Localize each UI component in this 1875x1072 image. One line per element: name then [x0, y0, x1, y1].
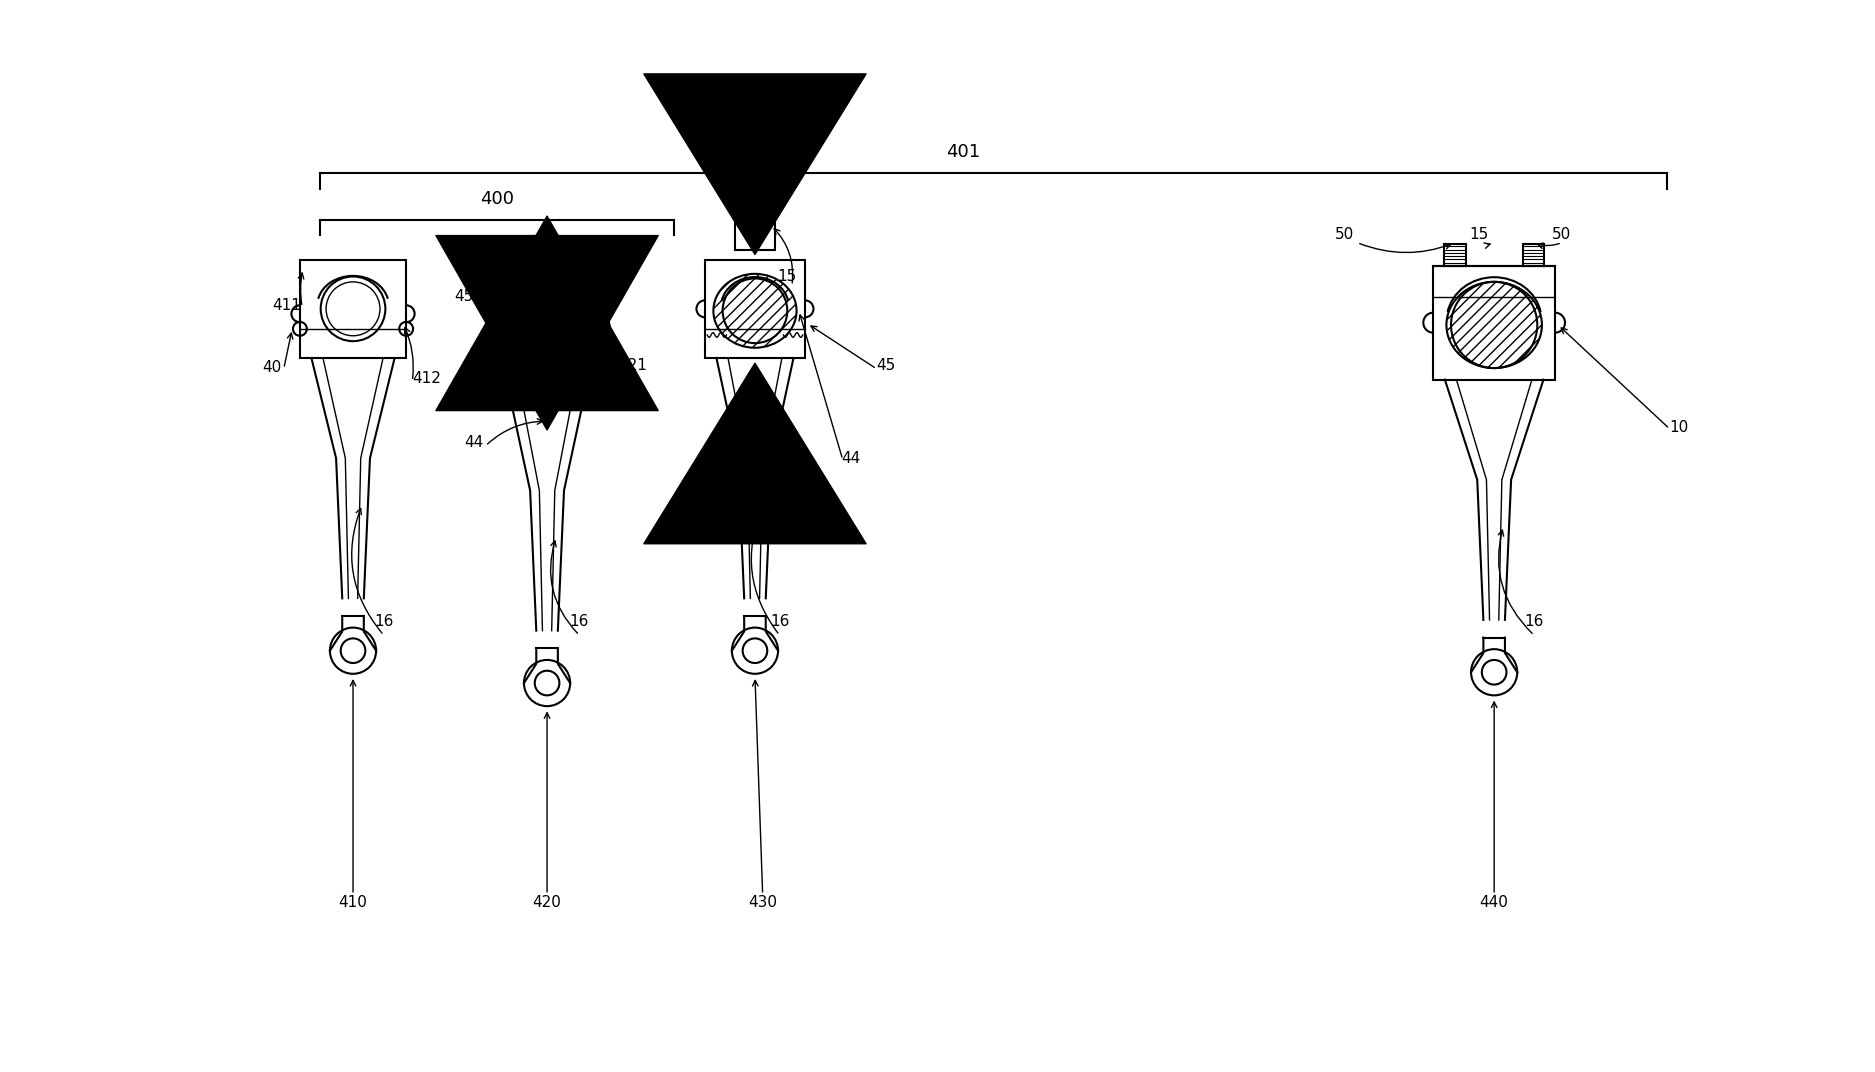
Text: 16: 16	[570, 614, 589, 629]
Text: 430: 430	[748, 895, 776, 910]
Text: 420: 420	[532, 895, 561, 910]
Text: 15: 15	[778, 269, 797, 284]
Text: 44: 44	[842, 450, 861, 465]
Bar	[1444, 244, 1466, 266]
Bar	[1522, 244, 1545, 266]
Bar	[735, 221, 774, 250]
Text: 50: 50	[1552, 227, 1571, 242]
Ellipse shape	[1446, 282, 1541, 368]
Bar	[497, 327, 596, 390]
Text: 16: 16	[1524, 614, 1543, 629]
Text: 45: 45	[454, 289, 474, 304]
Bar	[1432, 266, 1554, 379]
Text: 40: 40	[262, 360, 281, 375]
Text: 410: 410	[339, 895, 368, 910]
Text: 440: 440	[1479, 895, 1509, 910]
Text: 45: 45	[878, 358, 896, 373]
Ellipse shape	[712, 273, 797, 347]
Text: 411: 411	[272, 298, 302, 313]
Text: 10: 10	[1671, 420, 1689, 435]
Bar	[497, 256, 596, 285]
Text: 441: 441	[501, 385, 529, 399]
Text: 421: 421	[619, 358, 647, 373]
Text: 15: 15	[1470, 227, 1489, 242]
Text: 16: 16	[375, 614, 394, 629]
Text: 400: 400	[480, 191, 514, 208]
Text: 16: 16	[771, 614, 789, 629]
Text: 44: 44	[465, 435, 484, 450]
Text: 451: 451	[501, 367, 529, 381]
Bar	[300, 259, 407, 358]
Text: 442: 442	[540, 385, 566, 399]
Bar	[705, 259, 804, 358]
Text: 452: 452	[540, 367, 566, 381]
Text: 401: 401	[945, 143, 981, 161]
Text: 412: 412	[412, 371, 441, 386]
Text: 50: 50	[1335, 227, 1354, 242]
